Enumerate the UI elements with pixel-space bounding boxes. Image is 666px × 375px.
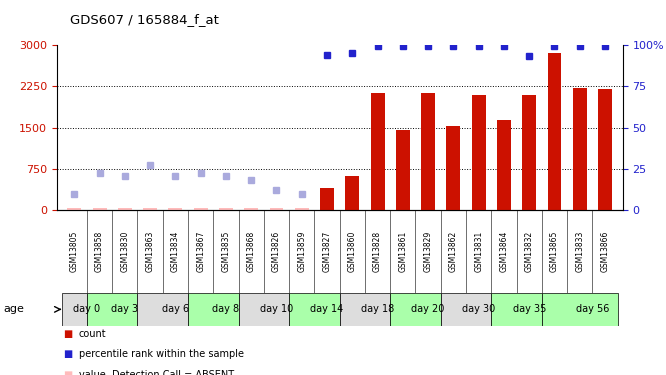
Bar bbox=[573, 88, 587, 210]
Bar bbox=[219, 209, 233, 210]
Bar bbox=[238, 292, 289, 326]
Text: ■: ■ bbox=[63, 350, 73, 359]
Text: GSM13832: GSM13832 bbox=[525, 231, 533, 272]
Bar bbox=[441, 292, 492, 326]
Bar bbox=[168, 209, 182, 210]
Text: percentile rank within the sample: percentile rank within the sample bbox=[79, 350, 244, 359]
Text: GSM13828: GSM13828 bbox=[373, 231, 382, 272]
Text: day 0: day 0 bbox=[73, 304, 101, 314]
Bar bbox=[270, 209, 284, 210]
Text: day 18: day 18 bbox=[361, 304, 394, 314]
Text: day 3: day 3 bbox=[111, 304, 139, 314]
Text: GSM13867: GSM13867 bbox=[196, 231, 205, 272]
Text: GSM13864: GSM13864 bbox=[500, 231, 508, 272]
Bar bbox=[472, 94, 486, 210]
Text: value, Detection Call = ABSENT: value, Detection Call = ABSENT bbox=[79, 370, 234, 375]
Bar bbox=[295, 209, 309, 210]
Text: GSM13826: GSM13826 bbox=[272, 231, 281, 272]
Text: GSM13860: GSM13860 bbox=[348, 231, 357, 272]
Text: GSM13833: GSM13833 bbox=[575, 231, 584, 272]
Bar bbox=[87, 292, 137, 326]
Text: GSM13831: GSM13831 bbox=[474, 231, 483, 272]
Bar bbox=[542, 292, 617, 326]
Bar bbox=[547, 53, 561, 210]
Text: GSM13829: GSM13829 bbox=[424, 231, 433, 272]
Text: day 35: day 35 bbox=[513, 304, 546, 314]
Bar bbox=[188, 292, 238, 326]
Text: GDS607 / 165884_f_at: GDS607 / 165884_f_at bbox=[70, 13, 219, 26]
Text: GSM13861: GSM13861 bbox=[398, 231, 408, 272]
Text: count: count bbox=[79, 329, 106, 339]
Bar bbox=[289, 292, 340, 326]
Bar bbox=[370, 93, 384, 210]
Bar bbox=[67, 209, 81, 210]
Text: day 10: day 10 bbox=[260, 304, 293, 314]
Bar bbox=[244, 209, 258, 210]
Bar bbox=[446, 126, 460, 210]
Bar bbox=[340, 292, 390, 326]
Bar bbox=[346, 176, 359, 210]
Bar bbox=[118, 209, 132, 210]
Text: GSM13865: GSM13865 bbox=[550, 231, 559, 272]
Bar bbox=[137, 292, 188, 326]
Text: GSM13859: GSM13859 bbox=[297, 231, 306, 272]
Bar bbox=[497, 120, 511, 210]
Bar bbox=[320, 188, 334, 210]
Bar bbox=[194, 209, 208, 210]
Text: ■: ■ bbox=[63, 370, 73, 375]
Bar bbox=[492, 292, 542, 326]
Text: GSM13866: GSM13866 bbox=[601, 231, 609, 272]
Text: GSM13830: GSM13830 bbox=[121, 231, 129, 272]
Bar bbox=[396, 130, 410, 210]
Bar bbox=[390, 292, 441, 326]
Bar bbox=[93, 209, 107, 210]
Text: day 6: day 6 bbox=[162, 304, 189, 314]
Text: GSM13863: GSM13863 bbox=[146, 231, 155, 272]
Text: GSM13834: GSM13834 bbox=[171, 231, 180, 272]
Text: GSM13868: GSM13868 bbox=[246, 231, 256, 272]
Bar bbox=[421, 93, 435, 210]
Text: age: age bbox=[3, 304, 24, 314]
Text: day 30: day 30 bbox=[462, 304, 496, 314]
Bar bbox=[143, 209, 157, 210]
Text: GSM13805: GSM13805 bbox=[70, 231, 79, 272]
Text: ■: ■ bbox=[63, 329, 73, 339]
Bar bbox=[522, 94, 536, 210]
Text: day 56: day 56 bbox=[575, 304, 609, 314]
Text: GSM13827: GSM13827 bbox=[322, 231, 332, 272]
Bar bbox=[62, 292, 87, 326]
Text: day 8: day 8 bbox=[212, 304, 240, 314]
Text: day 14: day 14 bbox=[310, 304, 344, 314]
Text: GSM13835: GSM13835 bbox=[221, 231, 230, 272]
Text: day 20: day 20 bbox=[412, 304, 445, 314]
Text: GSM13862: GSM13862 bbox=[449, 231, 458, 272]
Text: GSM13858: GSM13858 bbox=[95, 231, 104, 272]
Bar bbox=[598, 89, 612, 210]
